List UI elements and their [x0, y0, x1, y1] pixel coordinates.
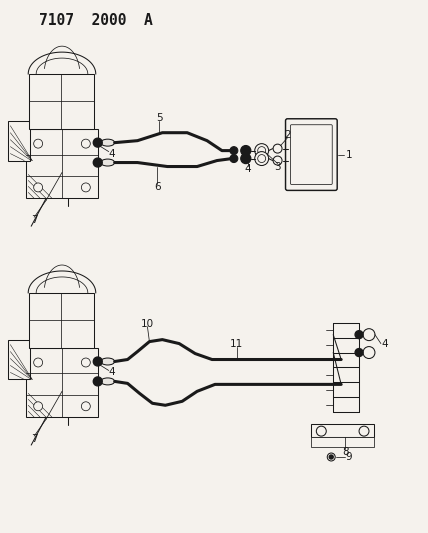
Text: 4: 4: [108, 149, 115, 159]
Bar: [8, 340, 30, 379]
Ellipse shape: [101, 378, 115, 385]
Circle shape: [327, 453, 335, 461]
Text: 2: 2: [284, 130, 291, 140]
Ellipse shape: [101, 139, 115, 146]
Circle shape: [359, 426, 369, 436]
Circle shape: [34, 139, 43, 148]
Circle shape: [81, 183, 90, 192]
Circle shape: [93, 158, 102, 167]
Circle shape: [93, 138, 102, 147]
Circle shape: [81, 358, 90, 367]
Circle shape: [255, 144, 269, 158]
Text: 4: 4: [382, 338, 388, 349]
Circle shape: [34, 402, 43, 411]
Text: 3: 3: [274, 161, 281, 172]
Circle shape: [329, 455, 333, 459]
Circle shape: [273, 144, 282, 153]
Text: 11: 11: [230, 338, 244, 349]
Text: 9: 9: [346, 452, 352, 462]
Ellipse shape: [101, 159, 115, 166]
Text: 10: 10: [141, 319, 154, 329]
FancyBboxPatch shape: [285, 119, 337, 190]
Circle shape: [230, 147, 238, 155]
Circle shape: [241, 154, 251, 164]
Circle shape: [93, 357, 102, 366]
Bar: [26, 129, 98, 198]
Bar: [29, 293, 94, 348]
Text: 8: 8: [342, 447, 348, 457]
Text: 7107  2000  A: 7107 2000 A: [39, 13, 153, 28]
Text: 5: 5: [156, 113, 163, 123]
Text: 4: 4: [244, 164, 251, 174]
Text: 1: 1: [346, 150, 352, 159]
Text: 7: 7: [31, 434, 38, 444]
Circle shape: [273, 156, 282, 165]
Text: 4: 4: [108, 367, 115, 377]
Circle shape: [355, 349, 363, 357]
Bar: [311, 437, 374, 447]
Circle shape: [93, 377, 102, 386]
Circle shape: [316, 426, 326, 436]
Bar: [311, 424, 374, 437]
Circle shape: [34, 358, 43, 367]
Text: 7: 7: [31, 215, 38, 225]
Ellipse shape: [101, 358, 115, 365]
Circle shape: [255, 151, 269, 166]
Bar: [8, 121, 30, 160]
Circle shape: [355, 330, 363, 338]
Circle shape: [363, 346, 375, 359]
Text: 6: 6: [154, 182, 160, 192]
Circle shape: [258, 147, 266, 155]
Circle shape: [258, 155, 266, 163]
Bar: [29, 74, 94, 129]
Circle shape: [363, 329, 375, 341]
Circle shape: [81, 402, 90, 411]
Circle shape: [34, 183, 43, 192]
Circle shape: [230, 155, 238, 163]
FancyBboxPatch shape: [291, 125, 332, 184]
Circle shape: [81, 139, 90, 148]
Circle shape: [241, 146, 251, 156]
Bar: [26, 348, 98, 417]
